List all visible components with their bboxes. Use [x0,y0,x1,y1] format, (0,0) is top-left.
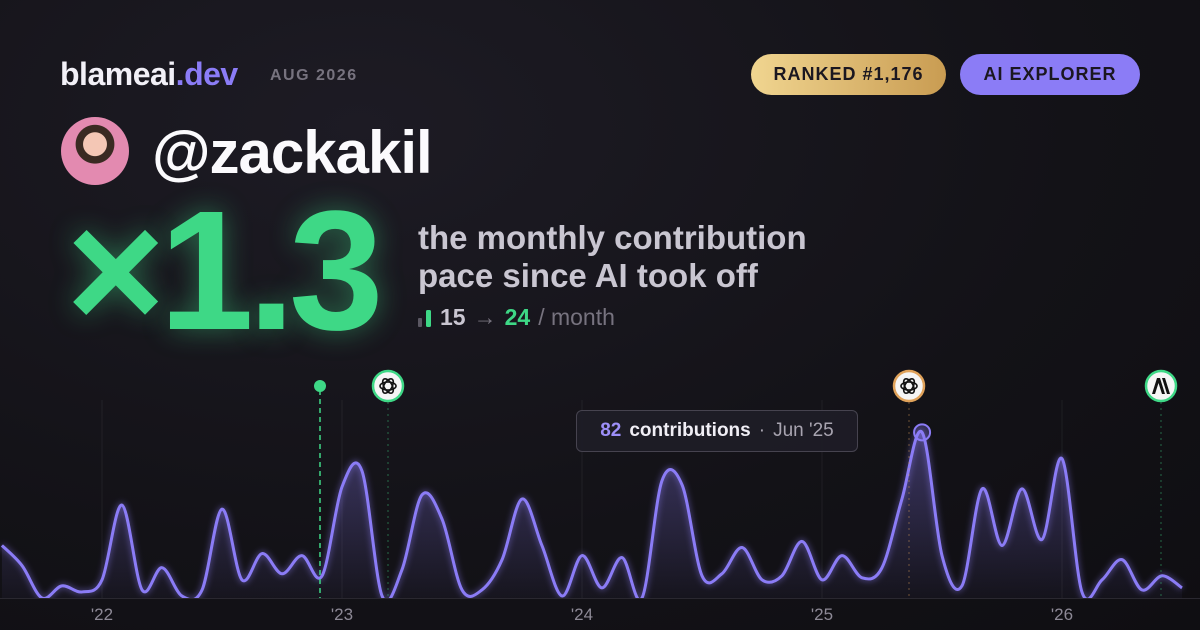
avatar [61,117,129,185]
date: AUG 2026 [270,67,358,84]
rank-badge: RANKED #1,176 [751,54,946,95]
x-tick-label: '25 [811,605,833,624]
pace: 15 → 24 / month [418,304,615,331]
x-tick-label: '24 [571,605,593,624]
tooltip-date: Jun '25 [773,420,834,441]
before: 15 [440,304,466,330]
pace-icon [418,309,431,327]
arrow: → [473,304,497,330]
openai-icon [892,369,926,403]
tooltip-separator: · [758,420,766,441]
multiplier: ×1.3 [66,176,384,366]
caption: the monthly contribution [418,219,807,256]
line [0,429,1183,599]
openai-icon [371,369,405,403]
x-tick-label: '26 [1051,605,1073,624]
tooltip-value: 82 [600,420,622,441]
highlight-point [913,423,932,442]
after: 24 [504,304,531,330]
handle: @zackakil [152,119,433,186]
x-tick-label: '22 [91,605,113,624]
unit: / month [538,304,615,330]
anthropic-icon [1144,369,1178,403]
brand: blameai.dev [60,56,238,93]
event-dot [314,380,326,392]
tooltip: 82 contributions · Jun '25 [576,410,858,452]
tooltip-label: contributions [629,420,751,441]
x-tick-label: '23 [331,605,353,624]
brand-name: blameai [60,56,176,92]
tier-badge: AI EXPLORER [960,54,1140,95]
brand-tld: .dev [175,56,239,92]
caption: pace since AI took off [418,257,758,294]
